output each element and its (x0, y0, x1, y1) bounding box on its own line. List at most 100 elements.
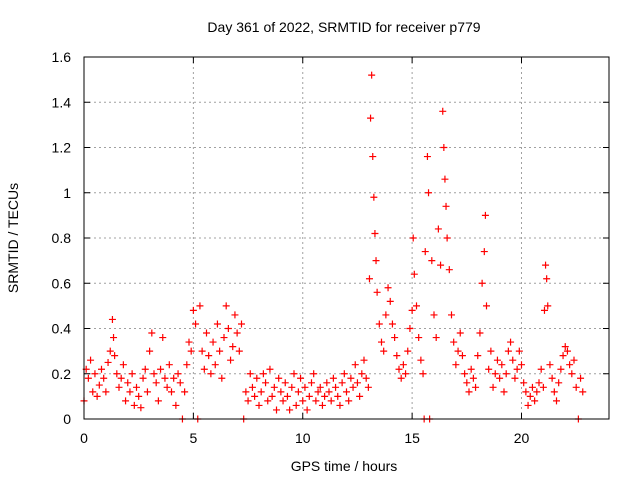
data-point (480, 248, 488, 256)
data-point (207, 370, 215, 378)
data-point (507, 338, 515, 346)
data-point (338, 379, 346, 387)
data-point (557, 365, 565, 373)
data-point (259, 370, 267, 378)
data-point (150, 370, 158, 378)
data-point (203, 329, 210, 337)
data-point (299, 397, 307, 405)
data-point (242, 388, 250, 396)
data-point (498, 361, 506, 369)
x-axis-label: GPS time / hours (291, 458, 398, 474)
data-point (128, 370, 136, 378)
data-point (367, 114, 375, 122)
data-point (218, 374, 226, 382)
data-point (430, 311, 438, 319)
data-point (518, 361, 525, 369)
data-point (559, 352, 567, 360)
data-point (448, 311, 455, 319)
data-point (515, 347, 523, 355)
data-point (321, 392, 329, 400)
data-point (168, 388, 175, 396)
data-point (139, 374, 147, 382)
data-point (277, 388, 285, 396)
data-point (165, 361, 173, 369)
data-point (522, 388, 530, 396)
data-point (283, 392, 291, 400)
y-tick-label: 0.2 (52, 366, 72, 382)
data-point (537, 365, 545, 373)
data-point (130, 401, 138, 409)
data-point (244, 397, 252, 405)
data-point (485, 365, 493, 373)
data-point (550, 388, 558, 396)
data-point (388, 320, 396, 328)
data-point (270, 383, 278, 391)
y-tick-label: 1.4 (52, 94, 72, 110)
data-point (209, 338, 217, 346)
data-point (222, 302, 230, 310)
data-point (384, 284, 392, 292)
data-point (108, 315, 116, 323)
data-point (288, 383, 296, 391)
data-point (273, 406, 280, 414)
data-point (312, 397, 320, 405)
data-point (456, 329, 464, 337)
data-point (440, 144, 448, 151)
data-point (314, 388, 322, 396)
data-point (504, 347, 512, 355)
data-point (305, 392, 313, 400)
data-point (286, 406, 294, 414)
data-point (122, 397, 130, 405)
data-point (526, 392, 534, 400)
data-point (524, 401, 532, 409)
y-tick-label: 0.6 (52, 275, 72, 291)
data-point (345, 397, 353, 405)
data-point (157, 365, 165, 373)
data-point (262, 379, 270, 387)
data-point (275, 374, 283, 382)
data-point (290, 370, 298, 378)
data-point (170, 374, 178, 382)
data-point (371, 229, 379, 237)
data-point (325, 388, 333, 396)
data-point (279, 397, 287, 405)
data-point (481, 211, 489, 219)
data-point (89, 388, 97, 396)
data-point (93, 392, 101, 400)
data-point (437, 261, 445, 269)
data-point (553, 397, 560, 405)
data-point (91, 370, 99, 378)
data-point (111, 352, 119, 360)
data-point (566, 361, 574, 369)
data-point (95, 381, 103, 389)
data-point (461, 370, 469, 378)
data-point (87, 356, 95, 364)
data-point (542, 261, 550, 269)
data-point (115, 383, 123, 391)
data-point (98, 365, 105, 373)
data-point (110, 334, 118, 342)
data-point (292, 401, 300, 409)
data-point (159, 334, 167, 342)
data-point (229, 343, 237, 351)
data-point (402, 370, 410, 378)
data-point (301, 383, 309, 391)
data-point (509, 356, 517, 364)
x-tick-label: 10 (295, 430, 311, 446)
data-point (561, 343, 569, 351)
data-point (253, 374, 261, 382)
data-point (211, 361, 219, 369)
data-point (386, 297, 394, 305)
data-point (146, 347, 154, 355)
data-point (187, 347, 195, 355)
data-point (520, 379, 528, 387)
y-axis-label: SRMTID / TECUs (5, 183, 21, 293)
data-point (297, 374, 305, 382)
data-point (533, 388, 541, 396)
data-point (294, 388, 302, 396)
data-point (308, 379, 315, 387)
data-point (316, 383, 324, 391)
data-point (372, 257, 380, 265)
data-point (356, 392, 364, 400)
